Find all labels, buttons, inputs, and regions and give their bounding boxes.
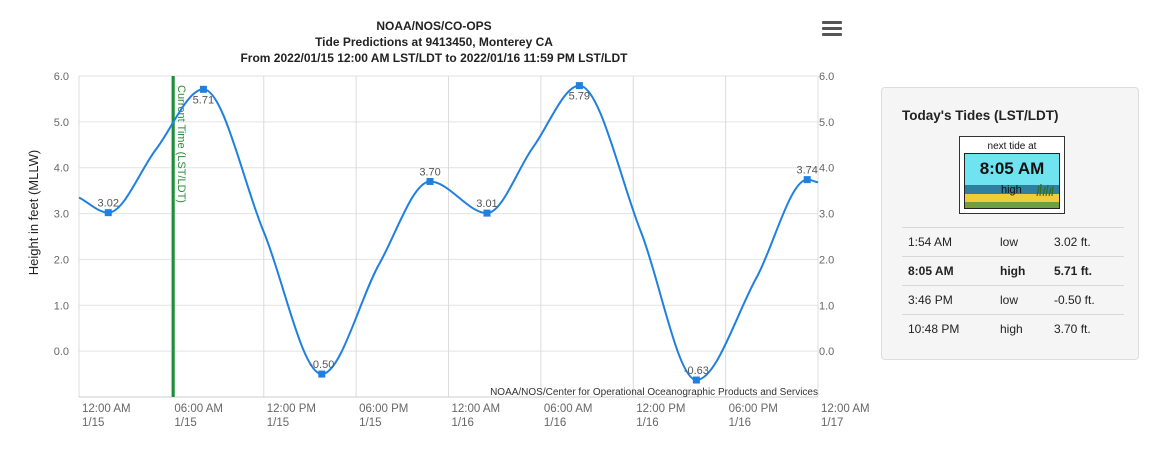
y-tick-label: 0.0 xyxy=(54,346,69,358)
tide-type: high xyxy=(994,314,1048,343)
y-tick-label: 6.0 xyxy=(54,71,69,83)
x-tick-time: 06:00 AM xyxy=(544,403,593,415)
next-tide-time: 8:05 AM xyxy=(979,159,1045,178)
tide-height: 5.71 ft. xyxy=(1048,256,1124,286)
tide-row: 10:48 PM high 3.70 ft. xyxy=(902,314,1124,343)
tide-row: 1:54 AM low 3.02 ft. xyxy=(902,227,1124,257)
x-tick-time: 06:00 PM xyxy=(359,403,408,415)
y-tick-label-right: 2.0 xyxy=(819,254,834,266)
x-tick-time: 12:00 PM xyxy=(636,403,685,415)
next-tide-caption: next tide at xyxy=(987,141,1037,152)
x-tick-date: 1/17 xyxy=(821,417,843,429)
x-tick-date: 1/15 xyxy=(82,417,104,429)
hamburger-menu-icon-bar xyxy=(822,27,842,30)
x-tick-date: 1/16 xyxy=(544,417,566,429)
extreme-labels: 3.02 5.71 -0.50 3.70 3.01 5.79 -0.63 3.74 xyxy=(98,91,818,377)
extreme-point xyxy=(692,376,700,384)
panel-title: Today's Tides (LST/LDT) xyxy=(902,108,1059,123)
todays-tides-panel: Today's Tides (LST/LDT) next tide at 8:0… xyxy=(881,87,1139,360)
extreme-point xyxy=(575,82,583,90)
y-tick-label: 4.0 xyxy=(54,163,69,175)
water-band xyxy=(965,185,1059,194)
tide-type: high xyxy=(994,256,1048,286)
x-tick-time: 06:00 PM xyxy=(729,403,778,415)
x-tick-time: 12:00 PM xyxy=(267,403,316,415)
tides-table: 1:54 AM low 3.02 ft. 8:05 AM high 5.71 f… xyxy=(902,227,1124,343)
data-label: 3.02 xyxy=(98,198,119,210)
y-tick-label-right: 6.0 xyxy=(819,71,834,83)
data-label: 5.79 xyxy=(569,91,590,103)
extreme-points xyxy=(104,82,811,384)
x-tick-time: 06:00 AM xyxy=(174,403,223,415)
x-tick-time: 12:00 AM xyxy=(821,403,870,415)
x-tick-date: 1/15 xyxy=(359,417,381,429)
y-tick-label: 3.0 xyxy=(54,209,69,221)
data-label: 3.70 xyxy=(419,166,440,178)
extreme-point xyxy=(483,209,491,217)
tide-height: 3.70 ft. xyxy=(1048,314,1124,343)
tide-height: -0.50 ft. xyxy=(1048,285,1124,315)
y-tick-label-right: 0.0 xyxy=(819,346,834,358)
data-label: -0.63 xyxy=(684,365,709,377)
chart-title-line: NOAA/NOS/CO-OPS xyxy=(376,19,491,33)
tide-row-next: 8:05 AM high 5.71 ft. xyxy=(902,256,1124,286)
x-tick-date: 1/15 xyxy=(174,417,196,429)
tide-height: 3.02 ft. xyxy=(1048,227,1124,257)
x-tick-date: 1/16 xyxy=(452,417,474,429)
tide-time: 3:46 PM xyxy=(902,285,994,315)
y-axis-left: 6.0 5.0 4.0 3.0 2.0 1.0 0.0 xyxy=(54,71,69,358)
current-time-marker: Current Time (LST/LDT) xyxy=(171,76,187,397)
tide-time: 10:48 PM xyxy=(902,314,994,343)
extreme-point xyxy=(318,370,326,378)
data-label: -0.50 xyxy=(309,359,334,371)
data-label: 3.74 xyxy=(797,165,818,177)
y-tick-label: 1.0 xyxy=(54,300,69,312)
data-label: 5.71 xyxy=(193,94,214,106)
x-tick-date: 1/16 xyxy=(636,417,658,429)
tide-time: 1:54 AM xyxy=(902,227,994,257)
tide-time: 8:05 AM xyxy=(902,256,994,286)
sand-band xyxy=(965,194,1059,202)
grass-icon xyxy=(1036,183,1054,196)
chart-title-line: From 2022/01/15 12:00 AM LST/LDT to 2022… xyxy=(240,51,628,65)
extreme-point xyxy=(199,85,207,93)
y-tick-label-right: 3.0 xyxy=(819,209,834,221)
tide-row: 3:46 PM low -0.50 ft. xyxy=(902,285,1124,315)
tide-type: low xyxy=(994,285,1048,315)
ground-band xyxy=(965,202,1059,208)
x-tick-time: 12:00 AM xyxy=(452,403,501,415)
x-tick-date: 1/16 xyxy=(729,417,751,429)
chart-title: NOAA/NOS/CO-OPS Tide Predictions at 94134… xyxy=(240,19,628,65)
data-label: 3.01 xyxy=(476,198,497,210)
chart-menu-button[interactable] xyxy=(820,18,844,38)
y-tick-label: 5.0 xyxy=(54,117,69,129)
y-tick-label-right: 4.0 xyxy=(819,163,834,175)
extreme-point xyxy=(803,176,811,184)
extreme-point xyxy=(426,177,434,185)
y-axis-right: 6.0 5.0 4.0 3.0 2.0 1.0 0.0 xyxy=(819,71,834,358)
x-tick-date: 1/15 xyxy=(267,417,289,429)
chart-grid xyxy=(78,75,819,398)
chart-credit: NOAA/NOS/Center for Operational Oceanogr… xyxy=(490,387,818,398)
tide-chart: NOAA/NOS/CO-OPS Tide Predictions at 94134… xyxy=(26,19,870,429)
y-tick-label-right: 5.0 xyxy=(819,117,834,129)
y-axis-label: Height in feet (MLLW) xyxy=(26,150,41,275)
hamburger-menu-icon xyxy=(822,21,842,24)
next-tide-scene: 8:05 AM high xyxy=(964,153,1060,209)
chart-title-line: Tide Predictions at 9413450, Monterey CA xyxy=(315,35,553,49)
x-axis: 12:00 AM 1/15 06:00 AM 1/15 12:00 PM 1/15 06:0… xyxy=(82,403,870,429)
tide-type: low xyxy=(994,227,1048,257)
next-tide-widget: next tide at 8:05 AM high xyxy=(959,136,1065,214)
y-tick-label: 2.0 xyxy=(54,254,69,266)
y-tick-label-right: 1.0 xyxy=(819,300,834,312)
next-tide-type: high xyxy=(1001,184,1022,196)
hamburger-menu-icon-bar xyxy=(822,33,842,36)
extreme-point xyxy=(104,209,112,217)
x-tick-time: 12:00 AM xyxy=(82,403,131,415)
